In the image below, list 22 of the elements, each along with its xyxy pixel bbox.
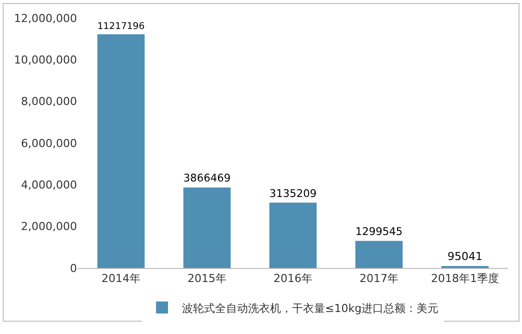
bar [97,34,145,268]
y-tick-label: 8,000,000 [21,95,77,108]
y-tick-label: 6,000,000 [21,136,77,150]
x-tick-label: 2016年 [274,272,312,286]
x-tick-label: 2017年 [360,272,398,286]
data-label: 1299545 [355,225,403,238]
data-label: 11217196 [97,20,145,32]
bar [269,202,317,268]
bar [183,187,231,268]
data-label: 95041 [448,250,482,263]
y-tick-label: 0 [70,262,77,275]
x-tick-label: 2018年1季度 [431,272,499,286]
x-tick-label: 2014年 [102,272,140,286]
y-tick-label: 4,000,000 [21,178,77,192]
bar [355,240,403,268]
x-tick-label: 2015年 [188,272,226,286]
data-label: 3135209 [269,186,317,200]
y-tick-label: 2,000,000 [21,220,77,234]
data-label: 3866469 [183,172,231,185]
y-tick-label: 12,000,000 [14,12,77,25]
legend-label: 波轮式全自动洗衣机，干衣量≤10kg进口总额：美元 [182,302,439,315]
y-tick-label: 10,000,000 [14,54,77,67]
